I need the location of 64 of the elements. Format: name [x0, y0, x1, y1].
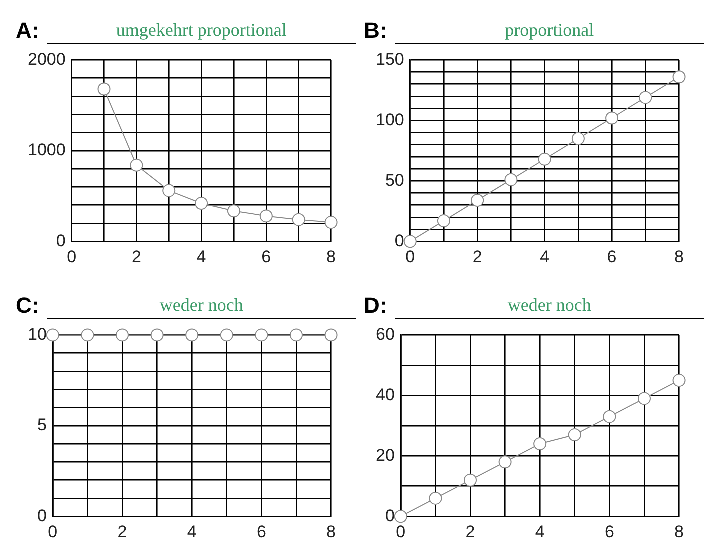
chart-title: proportional — [395, 20, 704, 44]
x-tick-label: 8 — [674, 247, 684, 266]
x-tick-label: 4 — [540, 247, 550, 266]
y-tick-label: 0 — [385, 506, 395, 526]
point — [568, 428, 582, 442]
x-tick-label: 6 — [607, 247, 617, 266]
point — [672, 374, 686, 388]
y-tick-label: 40 — [376, 385, 395, 404]
y-tick-label: 60 — [376, 324, 395, 344]
chart-title: weder noch — [47, 295, 356, 319]
y-tick-label: 20 — [376, 446, 395, 465]
x-tick-label: 2 — [132, 247, 142, 266]
y-tick-label: 0 — [56, 231, 66, 250]
point — [260, 210, 273, 223]
text: A: — [16, 18, 40, 44]
point — [538, 152, 552, 166]
x-tick-label: 8 — [326, 522, 336, 542]
point — [404, 235, 417, 248]
x-tick-label: 6 — [604, 522, 614, 542]
x-tick-label: 4 — [535, 522, 545, 542]
y-tick-label: 0 — [37, 506, 47, 526]
x-tick-label: 8 — [326, 247, 336, 266]
text: B: — [364, 18, 388, 44]
point — [639, 91, 652, 104]
x-tick-label: 4 — [187, 522, 197, 542]
chart-title: umgekehrt proportional — [47, 20, 356, 44]
point — [464, 474, 477, 487]
point — [227, 204, 240, 218]
chart-title: weder noch — [395, 295, 704, 319]
x-tick-label: 8 — [674, 522, 684, 542]
point — [292, 213, 306, 226]
point — [130, 158, 144, 172]
point — [504, 173, 518, 186]
y-tick-label: 150 — [376, 50, 404, 69]
x-tick-label: 2 — [466, 522, 476, 542]
point — [394, 510, 408, 524]
point — [437, 214, 450, 228]
text: D: — [364, 293, 388, 319]
point — [324, 216, 338, 230]
point — [603, 410, 616, 424]
point — [162, 184, 176, 198]
point — [195, 197, 208, 210]
point — [534, 438, 547, 451]
point — [672, 70, 686, 84]
y-tick-label: 5 — [37, 416, 47, 435]
point — [429, 492, 442, 505]
x-tick-label: 6 — [256, 522, 266, 542]
text: C: — [16, 293, 40, 319]
y-tick-label: 10 — [28, 324, 47, 344]
x-tick-label: 2 — [472, 247, 482, 266]
x-tick-label: 6 — [262, 247, 272, 266]
y-tick-label: 2000 — [28, 50, 66, 69]
y-tick-label: 0 — [394, 231, 404, 250]
point — [471, 194, 484, 207]
y-tick-label: 1000 — [28, 140, 66, 160]
x-tick-label: 2 — [118, 522, 128, 542]
point — [606, 112, 619, 125]
point — [638, 392, 651, 406]
y-tick-label: 100 — [376, 110, 404, 130]
x-tick-label: 4 — [196, 247, 206, 266]
point — [98, 82, 111, 96]
y-tick-label: 50 — [385, 170, 404, 190]
point — [498, 456, 512, 469]
point — [572, 132, 585, 146]
